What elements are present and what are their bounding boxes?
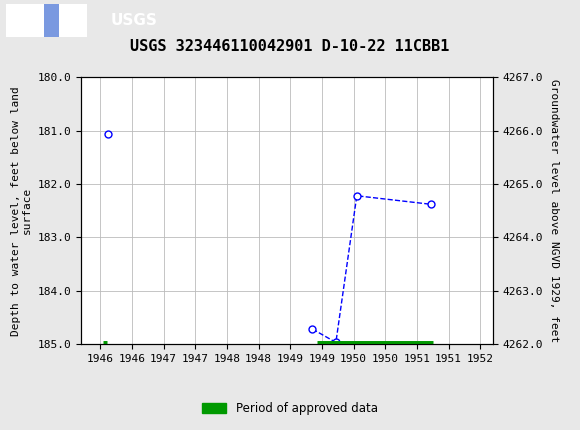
Legend: Period of approved data: Period of approved data <box>198 397 382 420</box>
Text: USGS: USGS <box>110 13 157 28</box>
Text: USGS 323446110042901 D-10-22 11CBB1: USGS 323446110042901 D-10-22 11CBB1 <box>130 39 450 54</box>
Bar <box>44 4 59 37</box>
Y-axis label: Groundwater level above NGVD 1929, feet: Groundwater level above NGVD 1929, feet <box>549 79 559 342</box>
Y-axis label: Depth to water level, feet below land
surface: Depth to water level, feet below land su… <box>10 86 32 335</box>
Bar <box>6 4 87 37</box>
